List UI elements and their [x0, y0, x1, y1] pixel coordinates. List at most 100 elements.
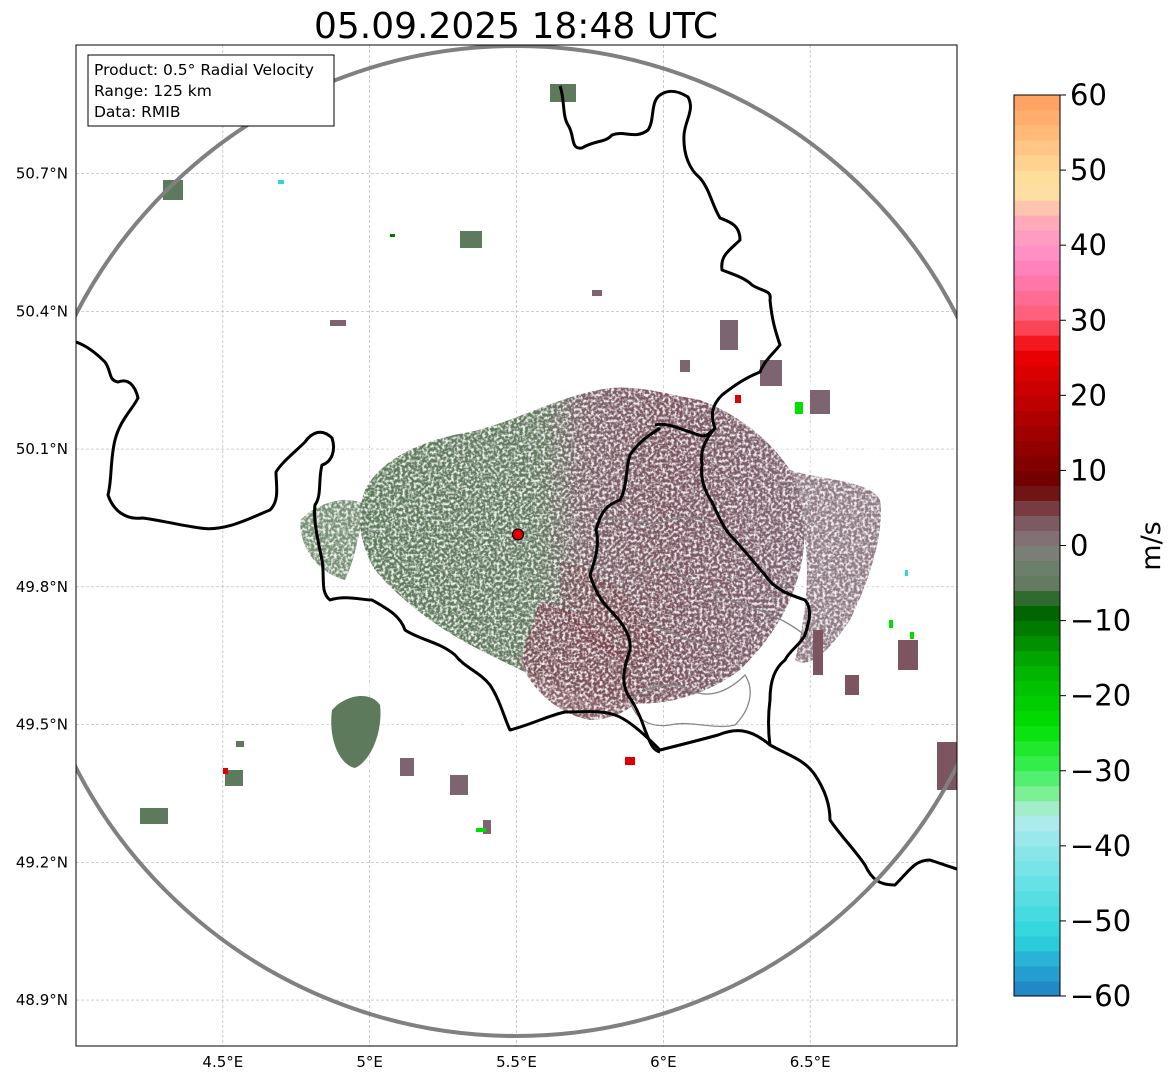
colorbar-band: [1014, 485, 1060, 501]
colorbar-band: [1014, 725, 1060, 742]
velocity-field-scattered: [140, 84, 957, 834]
colorbar-band: [1014, 425, 1060, 441]
velocity-field-main: [290, 370, 910, 790]
colorbar-band: [1014, 455, 1060, 471]
echo-cell: [476, 828, 486, 832]
colorbar-band: [1014, 470, 1060, 486]
colorbar-band: [1014, 740, 1060, 757]
colorbar-band: [1014, 215, 1060, 231]
colorbar-band: [1014, 860, 1060, 877]
colorbar-band: [1014, 155, 1060, 171]
y-tick-label: 49.5°N: [16, 716, 68, 734]
colorbar-band: [1014, 245, 1060, 261]
echo-cell: [223, 768, 228, 774]
colorbar-tick-label: 60: [1070, 78, 1107, 112]
colorbar-band: [1014, 680, 1060, 697]
colorbar-tick-label: 30: [1070, 303, 1107, 337]
colorbar-tick-label: 10: [1070, 453, 1107, 487]
colorbar-band: [1014, 350, 1060, 366]
colorbar-tick-label: 0: [1070, 529, 1088, 563]
echo-cell: [813, 630, 823, 675]
colorbar-band: [1014, 275, 1060, 291]
echo-cell: [810, 390, 830, 414]
echo-cell: [236, 741, 244, 747]
info-product: Product: 0.5° Radial Velocity: [94, 61, 314, 79]
colorbar-tick-label: −60: [1070, 979, 1131, 1013]
colorbar-band: [1014, 365, 1060, 381]
colorbar-band: [1014, 785, 1060, 802]
colorbar-tick-label: −10: [1070, 604, 1131, 638]
y-tick-label: 50.1°N: [16, 440, 68, 458]
country-borders: [76, 85, 957, 887]
y-axis-ticks: 48.9°N 49.2°N 49.5°N 49.8°N 50.1°N 50.4°N 50.7…: [16, 165, 68, 1010]
x-tick-label: 6°E: [650, 1053, 677, 1071]
echo-cell: [898, 640, 918, 670]
colorbar: 60 50 40 30 20 10 0 −10 −20 −30 −40 −50 −60 m/s: [1013, 78, 1167, 1013]
colorbar-band: [1014, 515, 1060, 531]
echo-cell: [400, 758, 414, 776]
colorbar-tick-label: −20: [1070, 679, 1131, 713]
colorbar-band: [1014, 800, 1060, 817]
echo-cell: [140, 808, 168, 824]
map-frame: [75, 44, 958, 1047]
colorbar-band: [1014, 140, 1060, 156]
y-tick-label: 49.2°N: [16, 853, 68, 871]
colorbar-band: [1014, 695, 1060, 712]
colorbar-band: [1014, 875, 1060, 892]
colorbar-band: [1014, 125, 1060, 141]
info-range: Range: 125 km: [94, 82, 212, 100]
x-tick-label: 6.5°E: [790, 1053, 831, 1071]
echo-cell: [450, 775, 468, 795]
colorbar-band: [1014, 320, 1060, 336]
echo-cell: [483, 820, 491, 834]
radar-echoes: [76, 45, 957, 1038]
colorbar-band: [1014, 305, 1060, 321]
colorbar-band: [1014, 410, 1060, 426]
colorbar-band: [1014, 890, 1060, 907]
chart-title: 05.09.2025 18:48 UTC: [314, 6, 718, 47]
colorbar-tick-label: 20: [1070, 378, 1107, 412]
colorbar-band: [1014, 650, 1060, 667]
colorbar-band: [1014, 980, 1060, 997]
colorbar-band: [1014, 440, 1060, 456]
info-box-frame: [87, 54, 335, 127]
colorbar-tick-label: 50: [1070, 153, 1107, 187]
y-tick-label: 49.8°N: [16, 578, 68, 596]
colorbar-band: [1014, 920, 1060, 937]
colorbar-band: [1014, 95, 1060, 111]
colorbar-band: [1014, 815, 1060, 832]
colorbar-band: [1014, 530, 1060, 546]
colorbar-tick-label: 40: [1070, 228, 1107, 262]
info-data-source: Data: RMIB: [94, 103, 181, 121]
echo-cell: [460, 231, 482, 248]
colorbar-band: [1014, 500, 1060, 516]
x-tick-label: 5°E: [356, 1053, 383, 1071]
colorbar-band: [1014, 830, 1060, 847]
y-tick-label: 50.4°N: [16, 302, 68, 320]
radar-range-ring: [76, 45, 957, 1038]
echo-cell: [720, 320, 738, 350]
colorbar-band: [1014, 755, 1060, 772]
echo-cell: [760, 360, 782, 386]
region-borders: [599, 516, 811, 728]
colorbar-band: [1014, 635, 1060, 652]
colorbar-band: [1014, 590, 1060, 607]
echo-cell: [905, 570, 908, 576]
product-info-box: Product: 0.5° Radial Velocity Range: 125…: [87, 54, 335, 127]
x-tick-label: 5.5°E: [496, 1053, 537, 1071]
colorbar-tick-label: −40: [1070, 829, 1131, 863]
colorbar-band: [1014, 560, 1060, 577]
echo-cell: [330, 320, 346, 326]
colorbar-band: [1014, 950, 1060, 967]
echo-cell: [225, 770, 243, 786]
colorbar-bands: [1014, 95, 1060, 997]
colorbar-label: m/s: [1136, 521, 1167, 570]
echo-cell: [163, 180, 183, 200]
colorbar-band: [1014, 575, 1060, 592]
colorbar-band: [1014, 335, 1060, 351]
echo-cell: [680, 360, 690, 372]
x-tick-label: 4.5°E: [202, 1053, 243, 1071]
colorbar-band: [1014, 200, 1060, 216]
y-tick-label: 50.7°N: [16, 165, 68, 183]
